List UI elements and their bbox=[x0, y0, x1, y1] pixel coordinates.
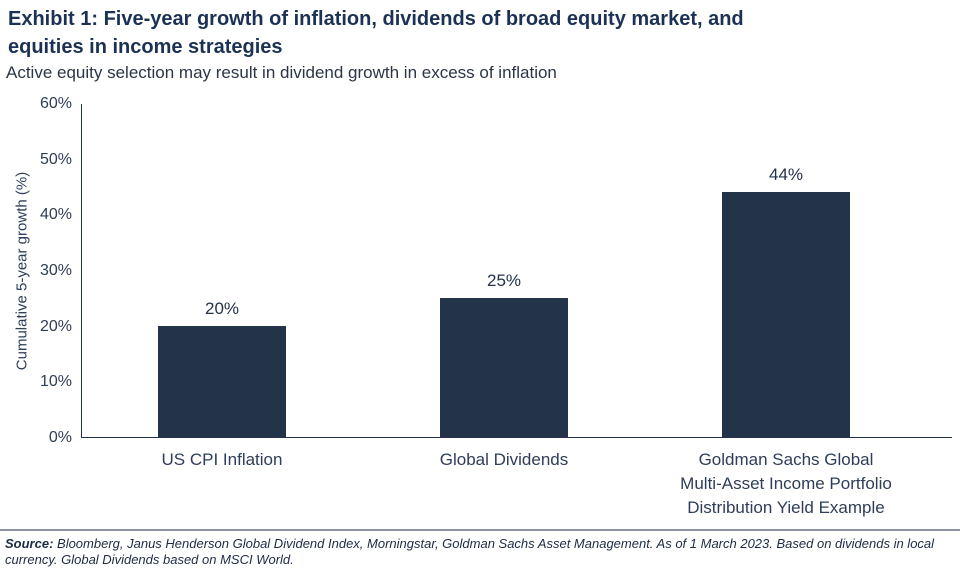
footer-divider bbox=[0, 529, 960, 531]
chart-title-line-2: equities in income strategies bbox=[8, 36, 283, 58]
bar-value-label: 25% bbox=[486, 270, 522, 290]
category-label: Goldman Sachs Global Multi-Asset Income … bbox=[680, 450, 892, 517]
category-label: Global Dividends bbox=[439, 450, 569, 469]
y-tick-label-60: 60% bbox=[39, 95, 72, 112]
source-label: Source: bbox=[5, 536, 54, 551]
y-axis-tick-labels: 0% 10% 20% 30% 40% 50% 60% bbox=[0, 95, 72, 446]
source-text: Bloomberg, Janus Henderson Global Divide… bbox=[5, 536, 935, 567]
y-tick-label-30: 30% bbox=[39, 262, 72, 279]
bar-goldman-sachs-global-multi-asset-income-portfolio-distribution-yield-example bbox=[722, 192, 850, 437]
y-tick-label-10: 10% bbox=[39, 373, 72, 391]
chart-title-line-1: Exhibit 1: Five-year growth of inflation… bbox=[8, 8, 744, 30]
chart-subtitle: Active equity selection may result in di… bbox=[6, 63, 557, 82]
category-label: US CPI Inflation bbox=[161, 450, 283, 469]
bar-global-dividends bbox=[440, 297, 568, 437]
source-note: Source: Bloomberg, Janus Henderson Globa… bbox=[5, 536, 940, 568]
y-tick-label-50: 50% bbox=[39, 150, 72, 168]
chart-title: Exhibit 1: Five-year growth of inflation… bbox=[8, 5, 744, 61]
bar-value-label: 44% bbox=[768, 165, 804, 185]
bar-value-label: 20% bbox=[204, 298, 240, 318]
y-tick-label-40: 40% bbox=[39, 206, 72, 224]
bar-us-cpi-inflation bbox=[158, 325, 286, 437]
y-tick-label-20: 20% bbox=[39, 317, 72, 335]
y-tick-label-0: 0% bbox=[48, 429, 72, 446]
plot-area: 20% US CPI Inflation 25% Global Dividends 44… bbox=[81, 104, 952, 517]
